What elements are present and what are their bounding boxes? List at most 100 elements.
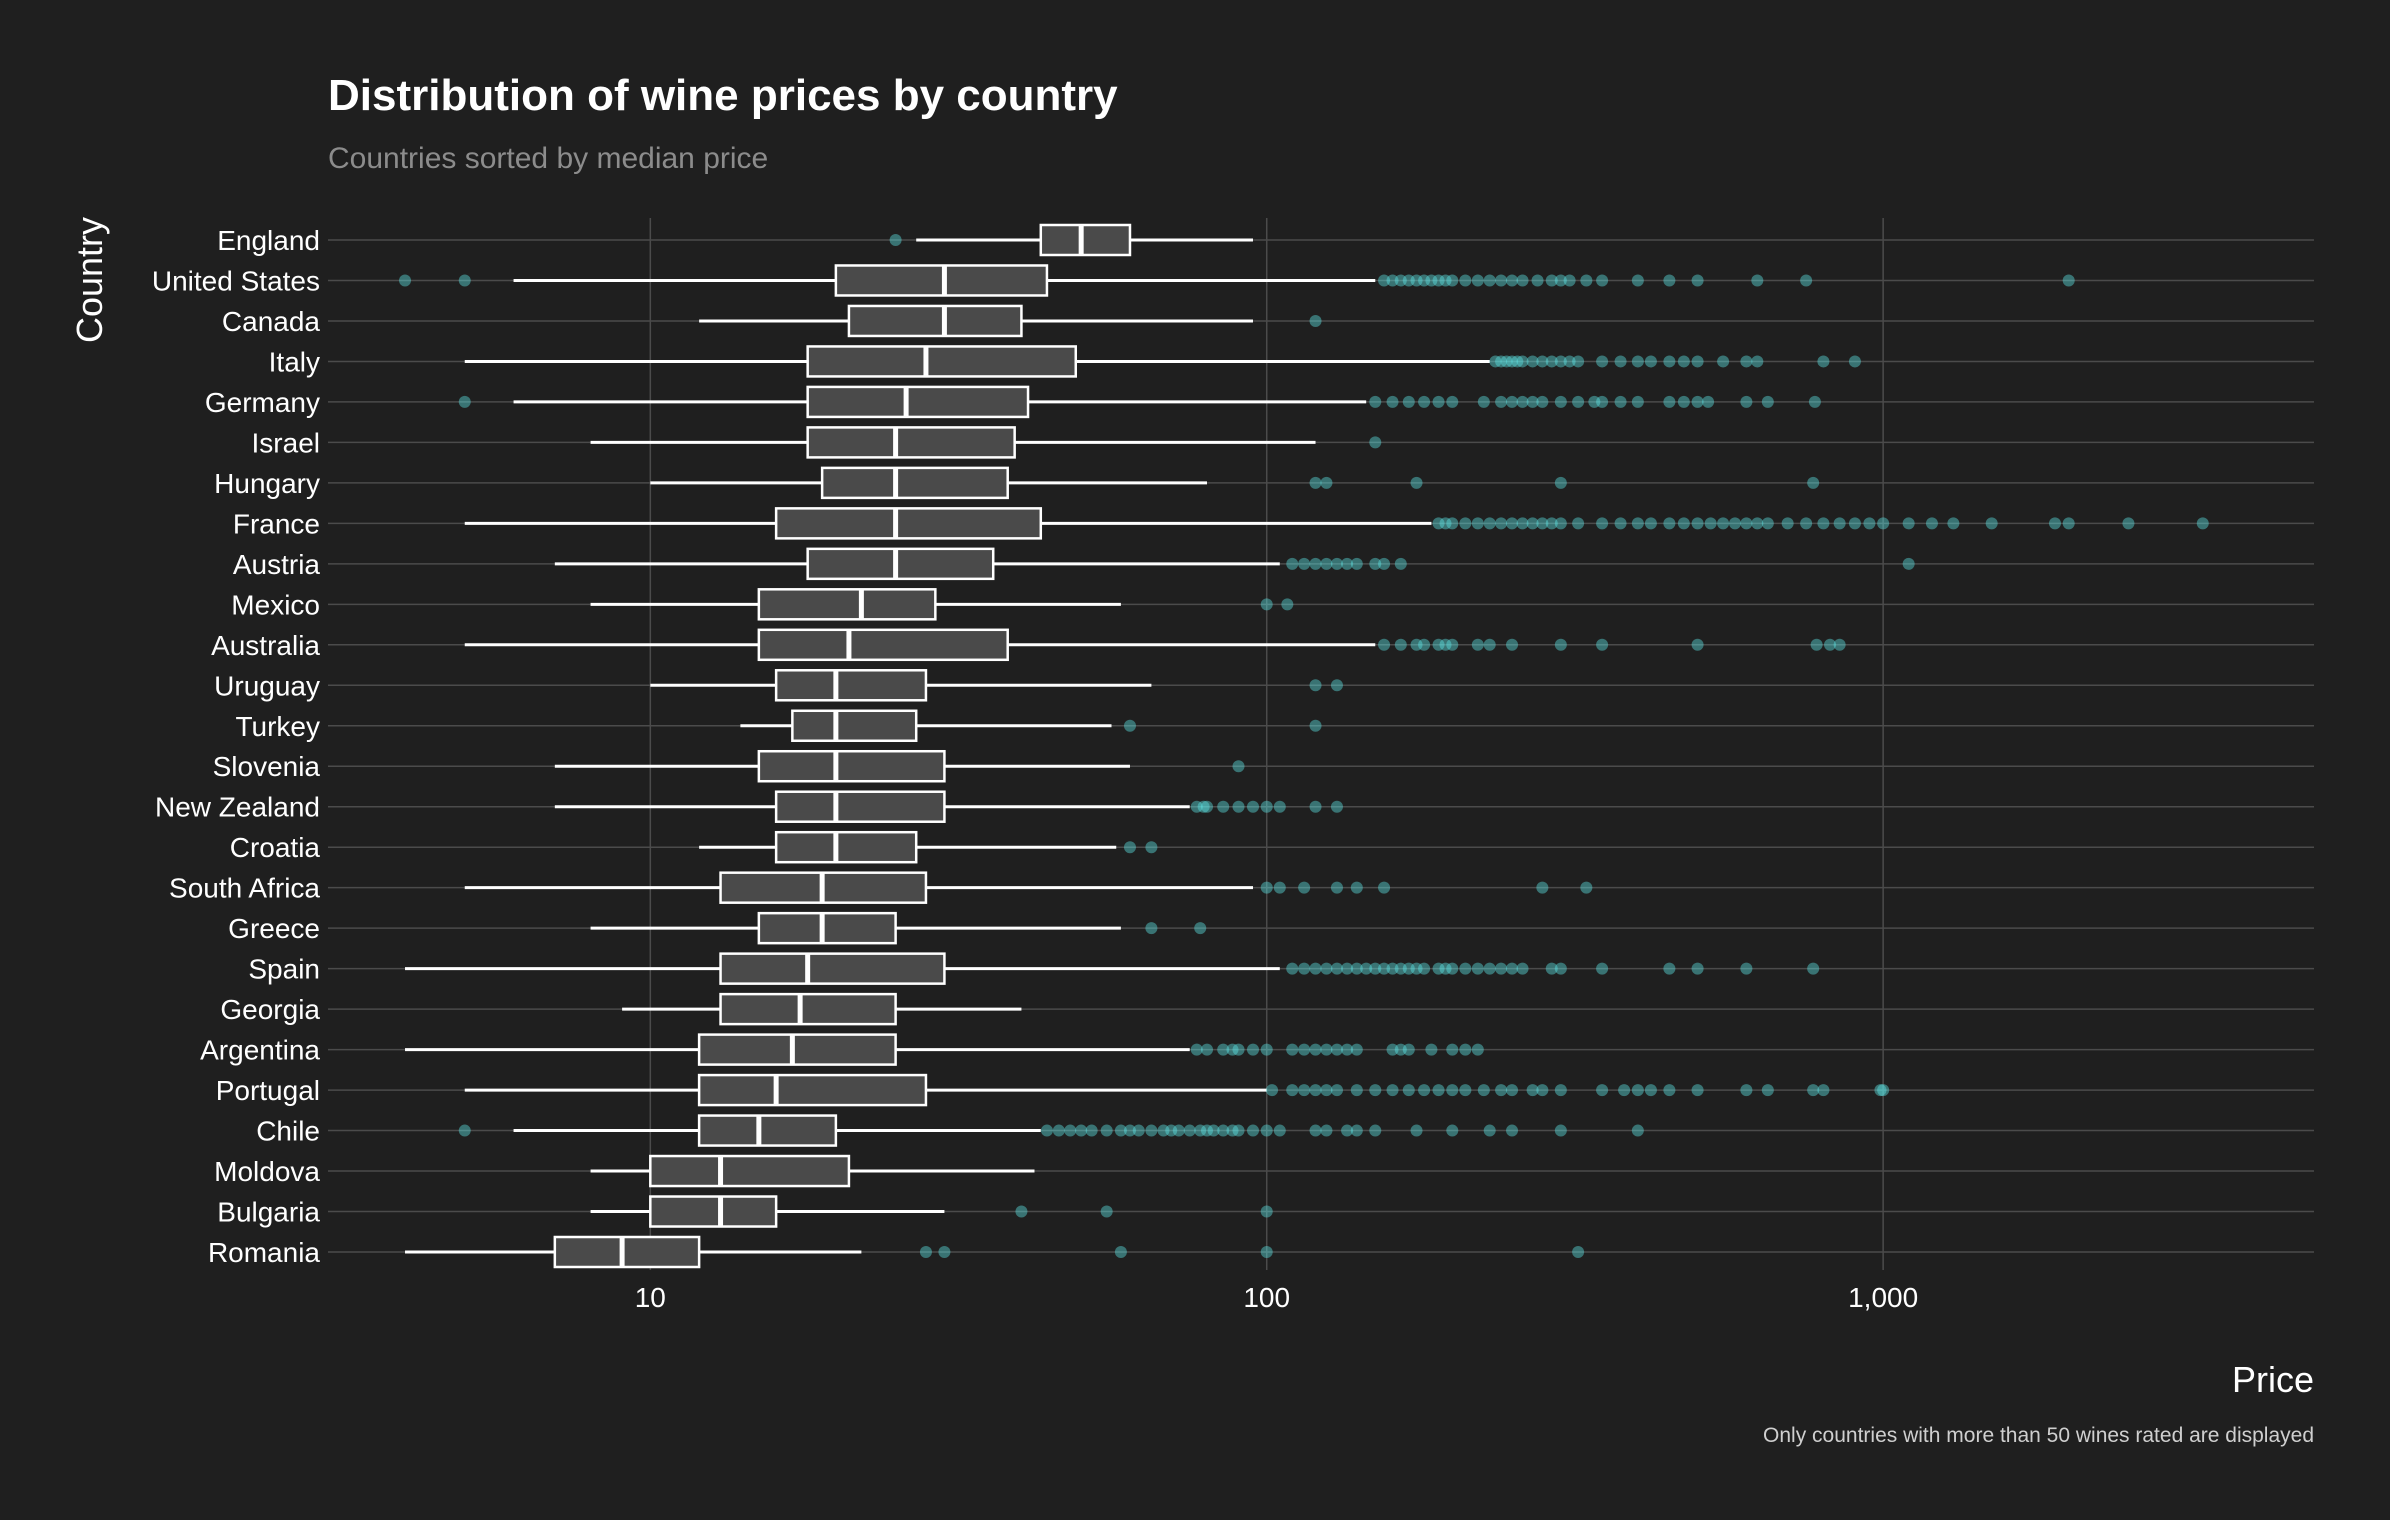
outlier-point xyxy=(1808,395,1821,408)
outlier-point xyxy=(1446,1124,1459,1137)
y-tick-label: Canada xyxy=(222,306,321,337)
outlier-point xyxy=(1536,355,1549,368)
y-tick-label: New Zealand xyxy=(155,792,320,823)
outlier-point xyxy=(1320,476,1333,489)
box xyxy=(757,911,897,945)
outlier-point xyxy=(1925,517,1938,530)
outlier-point xyxy=(1386,1084,1399,1097)
chart-caption: Only countries with more than 50 wines r… xyxy=(1763,1424,2314,1447)
y-tick-label: Australia xyxy=(211,630,320,661)
outlier-point xyxy=(1410,274,1423,287)
outlier-point xyxy=(1761,1084,1774,1097)
outlier-point xyxy=(1232,760,1245,773)
y-tick-label: Mexico xyxy=(231,589,320,620)
outlier-point xyxy=(1260,1043,1273,1056)
outlier-point xyxy=(1848,517,1861,530)
outlier-point xyxy=(1580,274,1593,287)
outlier-point xyxy=(1123,719,1136,732)
outlier-point xyxy=(1506,1084,1519,1097)
whiskers xyxy=(405,238,1490,1254)
outlier-point xyxy=(1471,638,1484,651)
outlier-point xyxy=(1281,598,1294,611)
box xyxy=(806,426,1016,459)
outlier-point xyxy=(1350,557,1363,570)
outlier-point xyxy=(1588,395,1601,408)
box xyxy=(774,830,918,864)
outlier-point xyxy=(1614,355,1627,368)
outlier-point xyxy=(1260,881,1273,894)
outlier-point xyxy=(1260,598,1273,611)
box xyxy=(697,1114,838,1147)
y-tick-label: Hungary xyxy=(214,468,320,499)
outlier-point xyxy=(1260,1246,1273,1258)
outlier-point xyxy=(1432,395,1445,408)
outlier-point xyxy=(1483,1124,1496,1137)
outlier-point xyxy=(1506,638,1519,651)
y-tick-label: France xyxy=(233,508,320,539)
outlier-point xyxy=(1781,517,1794,530)
y-tick-label: Slovenia xyxy=(213,751,321,782)
outlier-point xyxy=(1807,476,1820,489)
outlier-point xyxy=(1309,1124,1322,1137)
outlier-point xyxy=(1232,800,1245,813)
outlier-point xyxy=(1506,1124,1519,1137)
y-tick-label: Uruguay xyxy=(214,670,320,701)
outliers xyxy=(399,234,2209,1258)
outlier-point xyxy=(1145,922,1158,935)
outlier-point xyxy=(1402,395,1415,408)
outlier-point xyxy=(1663,355,1676,368)
outlier-point xyxy=(1495,355,1508,368)
outlier-point xyxy=(1526,395,1539,408)
outlier-point xyxy=(1298,1043,1311,1056)
y-tick-label: Italy xyxy=(269,346,320,377)
outlier-point xyxy=(1309,476,1322,489)
outlier-point xyxy=(1100,1124,1113,1137)
y-tick-label: Turkey xyxy=(235,711,320,742)
outlier-point xyxy=(1446,1043,1459,1056)
outlier-point xyxy=(1432,517,1445,530)
outlier-point xyxy=(1663,274,1676,287)
outlier-point xyxy=(1378,638,1391,651)
outlier-point xyxy=(1596,274,1609,287)
outlier-point xyxy=(1341,1124,1354,1137)
y-tick-label: South Africa xyxy=(169,873,320,904)
outlier-point xyxy=(1500,355,1513,368)
outlier-point xyxy=(1459,274,1472,287)
outlier-point xyxy=(1394,1043,1407,1056)
outlier-point xyxy=(1341,557,1354,570)
outlier-point xyxy=(1330,679,1343,692)
outlier-point xyxy=(1369,557,1382,570)
outlier-point xyxy=(1459,517,1472,530)
y-tick-label: Argentina xyxy=(200,1035,320,1066)
y-tick-label: Bulgaria xyxy=(217,1197,320,1228)
outlier-point xyxy=(1833,517,1846,530)
outlier-point xyxy=(458,274,471,287)
outlier-point xyxy=(1807,962,1820,975)
outlier-point xyxy=(1506,517,1519,530)
outlier-point xyxy=(1266,1084,1279,1097)
outlier-point xyxy=(1761,517,1774,530)
outlier-point xyxy=(1378,274,1391,287)
outlier-point xyxy=(1863,517,1876,530)
outlier-point xyxy=(1554,517,1567,530)
outlier-point xyxy=(1402,1043,1415,1056)
outlier-point xyxy=(1800,274,1813,287)
outlier-point xyxy=(1330,1084,1343,1097)
outlier-point xyxy=(1432,274,1445,287)
x-tick-label: 100 xyxy=(1243,1282,1290,1313)
outlier-point xyxy=(1483,517,1496,530)
outlier-point xyxy=(1663,1084,1676,1097)
outlier-point xyxy=(1394,962,1407,975)
y-tick-label: Spain xyxy=(248,954,320,985)
outlier-point xyxy=(1691,517,1704,530)
outlier-point xyxy=(1273,1124,1286,1137)
outlier-point xyxy=(1439,517,1452,530)
outlier-point xyxy=(1554,638,1567,651)
outlier-point xyxy=(1495,395,1508,408)
outlier-point xyxy=(1369,1124,1382,1137)
x-tick-label: 1,000 xyxy=(1848,1282,1918,1313)
outlier-point xyxy=(1378,557,1391,570)
outlier-point xyxy=(1554,1084,1567,1097)
box xyxy=(757,588,937,621)
outlier-point xyxy=(1545,355,1558,368)
